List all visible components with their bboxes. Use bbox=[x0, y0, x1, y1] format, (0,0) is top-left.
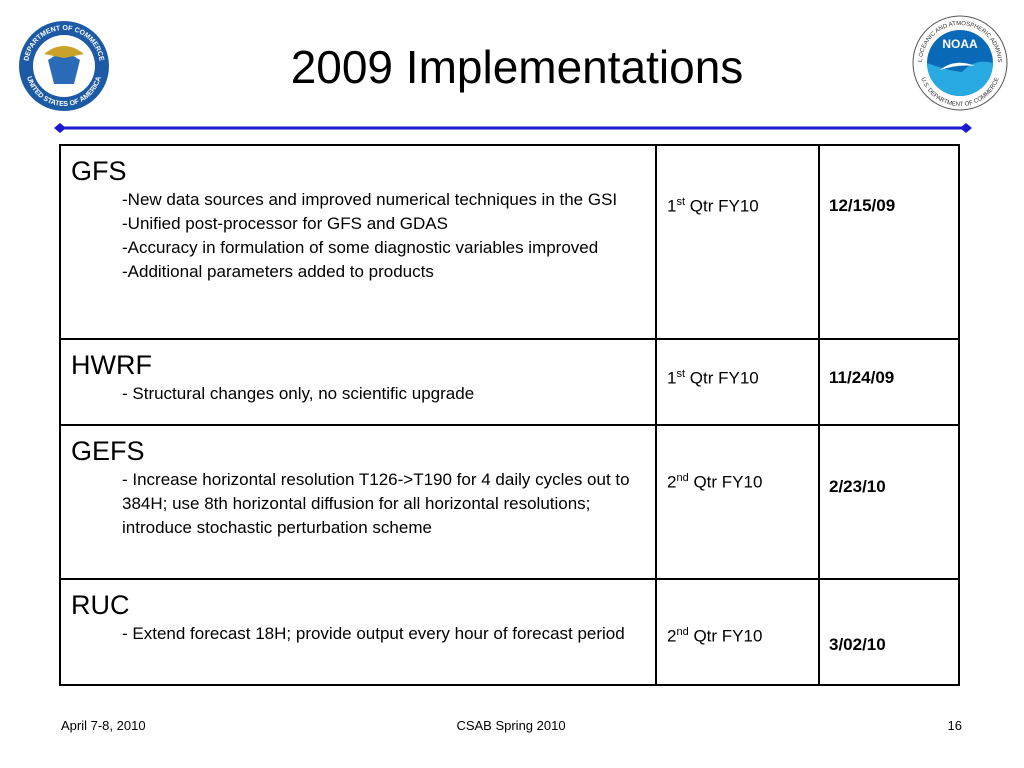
change-item: - Increase horizontal resolution T126->T… bbox=[122, 470, 630, 537]
date-cell: 12/15/09 bbox=[818, 144, 960, 340]
quarter-text: Qtr FY10 bbox=[689, 368, 759, 388]
quarter-cell: 1st Qtr FY10 bbox=[655, 338, 820, 426]
model-cell: GFS -New data sources and improved numeri… bbox=[59, 144, 657, 340]
date-cell: 3/02/10 bbox=[818, 578, 960, 686]
quarter: 1st Qtr FY10 bbox=[667, 196, 818, 217]
quarter-text: Qtr FY10 bbox=[693, 472, 763, 492]
quarter: 2nd Qtr FY10 bbox=[667, 472, 818, 493]
quarter-ordinal: 1 bbox=[667, 368, 677, 388]
model-cell: GEFS - Increase horizontal resolution T12… bbox=[59, 424, 657, 580]
model-name: RUC bbox=[71, 590, 130, 620]
change-list: -New data sources and improved numerical… bbox=[122, 188, 635, 284]
table-row: GEFS - Increase horizontal resolution T12… bbox=[59, 424, 960, 580]
implementation-date: 2/23/10 bbox=[829, 477, 886, 496]
quarter-text: Qtr FY10 bbox=[689, 196, 759, 216]
logo-text: NATIONAL OCEANIC AND ATMOSPHERIC ADMINIS… bbox=[0, 0, 1002, 63]
date-cell: 2/23/10 bbox=[818, 424, 960, 580]
slide-title: 2009 Implementations bbox=[290, 41, 744, 93]
change-item: - Extend forecast 18H; provide output ev… bbox=[122, 624, 625, 643]
quarter-ordinal: 2 bbox=[667, 626, 677, 646]
implementation-date: 12/15/09 bbox=[829, 196, 896, 215]
change-item: -Unified post-processor for GFS and GDAS bbox=[122, 214, 448, 233]
quarter-ordinal: 2 bbox=[667, 472, 677, 492]
quarter-cell: 2nd Qtr FY10 bbox=[655, 578, 820, 686]
change-item: -New data sources and improved numerical… bbox=[122, 190, 618, 209]
date-cell: 11/24/09 bbox=[818, 338, 960, 426]
change-list: - Increase horizontal resolution T126->T… bbox=[122, 468, 635, 540]
table-row: GFS -New data sources and improved numeri… bbox=[59, 144, 960, 340]
footer-date: April 7-8, 2010 bbox=[61, 718, 146, 733]
quarter-cell: 2nd Qtr FY10 bbox=[655, 424, 820, 580]
change-list: - Extend forecast 18H; provide output ev… bbox=[122, 622, 635, 646]
change-item: -Additional parameters added to products bbox=[122, 262, 434, 281]
logo-text: NATIONAL OCEANIC AND ATMOSPHERIC ADMINIS… bbox=[0, 0, 1002, 63]
model-cell: HWRF - Structural changes only, no scient… bbox=[59, 338, 657, 426]
page-number: 16 bbox=[947, 718, 962, 733]
title-rule bbox=[54, 123, 972, 133]
quarter-suffix: nd bbox=[676, 472, 689, 484]
quarter-suffix: st bbox=[676, 196, 686, 208]
quarter-text: Qtr FY10 bbox=[693, 626, 763, 646]
model-name: GFS bbox=[71, 156, 127, 186]
logo-text: NOAA bbox=[942, 37, 978, 51]
commerce-logo: DEPARTMENT OF COMMERCE UNITED STATES OF … bbox=[19, 21, 109, 111]
change-list: - Structural changes only, no scientific… bbox=[122, 382, 635, 406]
quarter-cell: 1st Qtr FY10 bbox=[655, 144, 820, 340]
quarter-suffix: nd bbox=[676, 626, 689, 638]
quarter: 2nd Qtr FY10 bbox=[667, 626, 818, 647]
model-name: HWRF bbox=[71, 350, 152, 380]
model-cell: RUC - Extend forecast 18H; provide output… bbox=[59, 578, 657, 686]
quarter-ordinal: 1 bbox=[667, 196, 677, 216]
model-name: GEFS bbox=[71, 436, 145, 466]
header-graphics: DEPARTMENT OF COMMERCE UNITED STATES OF … bbox=[0, 0, 1008, 133]
table-row: HWRF - Structural changes only, no scient… bbox=[59, 338, 960, 426]
quarter: 1st Qtr FY10 bbox=[667, 368, 818, 389]
quarter-suffix: st bbox=[676, 368, 686, 380]
noaa-logo: NOAA NATIONAL OCEANIC AND ATMOSPHERIC AD… bbox=[0, 0, 1008, 111]
table-row: RUC - Extend forecast 18H; provide output… bbox=[59, 578, 960, 686]
footer-event: CSAB Spring 2010 bbox=[456, 718, 566, 733]
implementation-date: 11/24/09 bbox=[829, 368, 895, 387]
change-item: -Accuracy in formulation of some diagnos… bbox=[122, 238, 599, 257]
implementations-table: GFS -New data sources and improved numeri… bbox=[59, 144, 960, 686]
implementation-date: 3/02/10 bbox=[829, 635, 886, 654]
change-item: - Structural changes only, no scientific… bbox=[122, 384, 475, 403]
